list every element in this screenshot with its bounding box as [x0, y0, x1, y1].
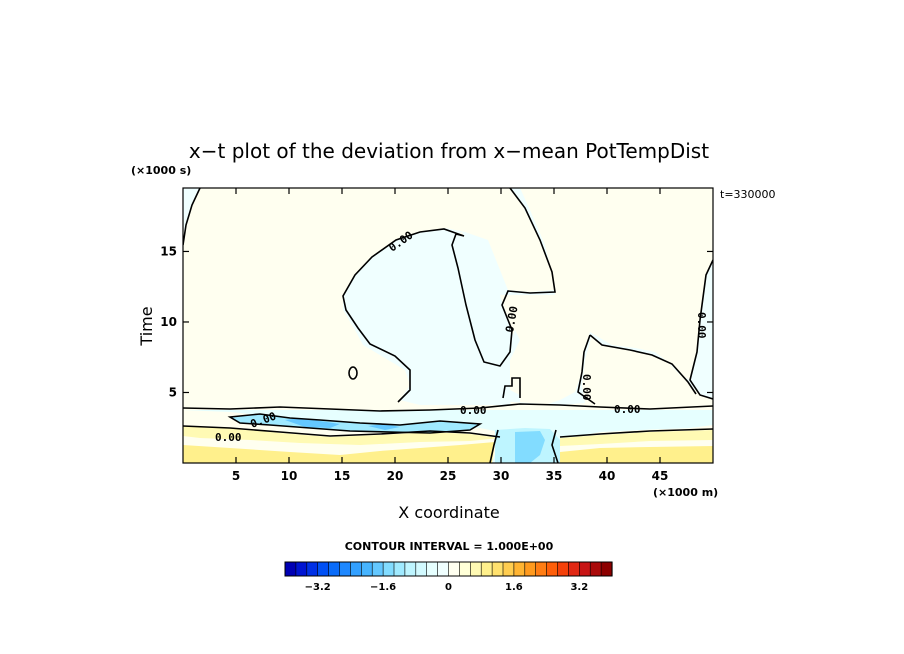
- cool-strip-deep: [285, 418, 400, 430]
- y-unit-label: (×1000 s): [131, 164, 191, 177]
- y-tick-label: 5: [169, 385, 177, 399]
- colorbar-swatch: [589, 561, 602, 577]
- x-unit-label: (×1000 m): [653, 486, 718, 499]
- colorbar-swatch: [371, 561, 384, 577]
- contour-label: 0.00: [215, 431, 242, 444]
- colorbar-swatch: [502, 561, 515, 577]
- colorbar-tick-label: −1.6: [370, 582, 396, 593]
- x-tick-label: 45: [652, 469, 669, 483]
- contour-small-loop: [348, 366, 358, 380]
- x-ticks: 5 10 15 20 25 30 35 40 45: [232, 188, 669, 483]
- colorbar-swatch: [350, 561, 362, 577]
- colorbar-swatch: [600, 561, 613, 577]
- colorbar-swatch: [360, 561, 373, 577]
- x-tick-label: 35: [546, 469, 563, 483]
- colorbar-swatch: [480, 561, 493, 577]
- x-tick-label: 5: [232, 469, 240, 483]
- contour-interval-text: CONTOUR INTERVAL = 1.000E+00: [345, 540, 554, 553]
- colorbar-tick-label: 0: [445, 582, 452, 593]
- colorbar-swatch: [306, 561, 319, 577]
- x-tick-label: 20: [387, 469, 404, 483]
- contour-zero-left: [183, 188, 201, 246]
- colorbar-swatch: [284, 561, 297, 577]
- colorbar-ticks: −3.2 −1.6 0 1.6 3.2: [305, 582, 589, 593]
- colorbar-swatch: [513, 561, 526, 577]
- contour-zero-main: [342, 188, 556, 403]
- contour-band-top: [183, 403, 713, 412]
- colorbar-tick-label: 3.2: [570, 582, 588, 593]
- contour-label: 0.00: [614, 403, 641, 416]
- x-tick-label: 25: [440, 469, 457, 483]
- colorbar-swatch: [437, 561, 450, 577]
- time-stamp: t=330000: [720, 188, 776, 201]
- colorbar-swatch: [328, 561, 341, 577]
- cold-column-core: [515, 431, 545, 463]
- colorbar-swatch: [339, 561, 351, 577]
- colorbar-swatch: [469, 561, 482, 577]
- colorbar-swatch: [578, 561, 591, 577]
- contour-zero-right: [689, 259, 713, 400]
- contour-label: 0.00: [460, 404, 487, 417]
- colorbar-swatch: [568, 561, 580, 577]
- contour-column: [489, 429, 559, 463]
- colorbar-tick-label: −3.2: [305, 582, 331, 593]
- colorbar-swatch: [426, 561, 439, 577]
- x-tick-label: 15: [334, 469, 351, 483]
- colorbar-swatch: [295, 561, 308, 577]
- colorbar-swatch: [448, 561, 460, 577]
- contour-label: 0.00: [503, 305, 520, 333]
- contour-label: 0.00: [695, 312, 708, 339]
- warm-band: [183, 426, 713, 446]
- colorbar-swatch: [317, 561, 330, 577]
- colorbar-swatch: [557, 561, 569, 577]
- colorbar-swatch: [459, 561, 471, 577]
- negative-region-upper: [183, 188, 713, 405]
- contour-lines: [183, 188, 713, 463]
- colorbar: [284, 561, 613, 577]
- y-axis-label: Time: [137, 306, 156, 346]
- colorbar-swatch: [491, 561, 504, 577]
- colorbar-swatch: [524, 561, 537, 577]
- colorbar-swatch: [415, 561, 428, 577]
- y-ticks: 5 10 15: [160, 244, 713, 399]
- contour-label: 0.00: [580, 374, 593, 401]
- colorbar-swatch: [535, 561, 548, 577]
- colorbar-swatch: [393, 561, 406, 577]
- colorbar-tick-label: 1.6: [505, 582, 523, 593]
- x-tick-label: 10: [281, 469, 298, 483]
- y-tick-label: 15: [160, 244, 177, 258]
- colorbar-swatch: [382, 561, 395, 577]
- plot-area: 0.00 0.00 0.00 0.00 0.00 0.00 0.00 0.00: [183, 188, 713, 463]
- contour-step: [502, 377, 521, 399]
- colorbar-swatch: [546, 561, 559, 577]
- contour-band-mid: [183, 425, 713, 438]
- chart-title: x−t plot of the deviation from x−mean Po…: [189, 139, 709, 163]
- warm-lower: [183, 442, 713, 463]
- x-tick-label: 40: [599, 469, 616, 483]
- y-tick-label: 10: [160, 315, 177, 329]
- contour-right-lobe: [577, 334, 697, 405]
- negative-region-lower: [183, 410, 713, 463]
- x-tick-label: 30: [493, 469, 510, 483]
- colorbar-swatch: [404, 561, 417, 577]
- contour-labels: 0.00 0.00 0.00 0.00 0.00 0.00 0.00 0.00: [215, 229, 708, 444]
- colorbar-frame: [284, 561, 613, 577]
- contour-cool-loop: [227, 413, 483, 434]
- x-axis-label: X coordinate: [398, 503, 499, 522]
